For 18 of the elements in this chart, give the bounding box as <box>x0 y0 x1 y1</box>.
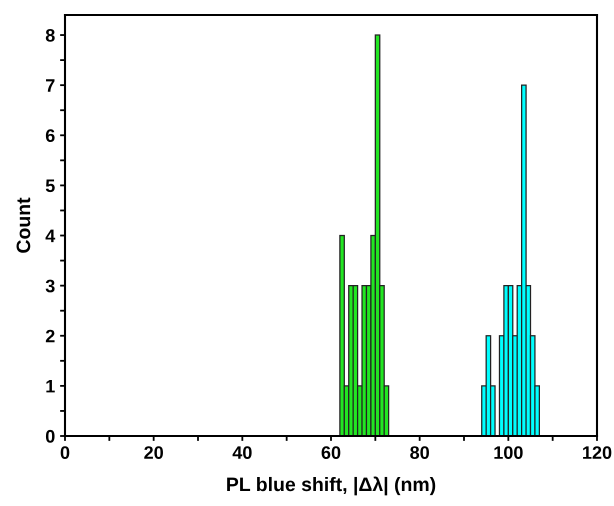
y-tick-label: 8 <box>46 28 55 42</box>
x-tick-label: 60 <box>322 446 340 459</box>
y-tick-label: 1 <box>46 380 55 392</box>
x-tick-label: 20 <box>144 446 163 459</box>
y-tick-label: 7 <box>46 79 54 92</box>
x-tick-label: 100 <box>494 446 523 459</box>
y-tick-label: 5 <box>46 180 55 192</box>
y-tick-label: 2 <box>46 330 55 342</box>
x-tick-label: 80 <box>410 446 429 459</box>
x-tick-label: 40 <box>232 446 252 459</box>
y-axis-title: Count <box>16 198 30 253</box>
y-tick-label: 0 <box>46 430 55 443</box>
x-tick-label: 120 <box>583 446 612 459</box>
y-tick-label: 4 <box>46 230 56 242</box>
y-tick-label: 3 <box>46 280 55 292</box>
x-axis-title: PL blue shift, |Δλ| (nm) <box>227 476 436 496</box>
x-tick-label: 0 <box>60 446 70 459</box>
y-tick-label: 6 <box>46 129 55 142</box>
